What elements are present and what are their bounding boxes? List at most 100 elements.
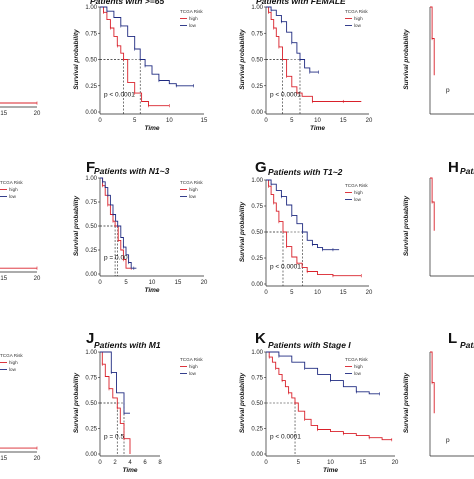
y-tick-label: 0.00: [85, 452, 97, 458]
survival-curve-high: [266, 179, 362, 277]
survival-curve-low: [266, 6, 319, 73]
p-value: p = 0.00: [104, 255, 128, 262]
x-tick-label: 0: [98, 280, 102, 286]
x-tick-label: 15: [175, 280, 182, 286]
panel-C: Patients with FEMALE 0.00 0.25 0.50 0.75 1.00…: [239, 0, 373, 132]
legend-title: TCGA Risk: [180, 180, 203, 185]
survival-curve-high: [100, 351, 131, 454]
panel-title: Patients with >=65: [90, 0, 164, 6]
survival-curve-high: [100, 177, 132, 269]
y-tick-label: 0.50: [85, 224, 97, 230]
p-value: p < 0.0001: [270, 263, 301, 270]
legend-title: TCGA Risk: [345, 183, 368, 188]
p-value: p: [446, 437, 450, 444]
y-tick-label: 1.00: [85, 176, 97, 182]
y-tick-label: 0.00: [85, 272, 97, 278]
x-tick-label: 0: [264, 460, 268, 466]
survival-curve-low: [266, 351, 380, 395]
y-tick-label: 0.50: [251, 401, 263, 407]
survival-curve-high: [266, 6, 362, 102]
survival-curve-low: [100, 351, 130, 414]
x-tick-label: 0: [98, 118, 102, 124]
partial-bottom-left: 15 20 TCGA Risk high low: [0, 353, 41, 462]
panel-G: G Patients with T1~2 0.00 0.25 0.50 0.75 1.00 0…: [239, 159, 373, 296]
x-tick-label: 20: [366, 290, 373, 296]
y-tick-label: 0.25: [85, 84, 97, 90]
x-tick-label: 0: [98, 460, 102, 466]
panel-title: Pati: [460, 340, 474, 350]
panel-title: Patients with M1: [94, 340, 161, 350]
legend-label-low: low: [189, 371, 197, 376]
x-tick-label: 2: [113, 460, 117, 466]
x-tick-label: 6: [143, 460, 147, 466]
x-tick-label: 8: [158, 460, 162, 466]
y-axis-label: Survival probability: [403, 29, 410, 90]
legend-label-high: high: [189, 364, 198, 369]
p-value: p < 0.0001: [270, 91, 301, 98]
x-tick-label: 15: [340, 290, 347, 296]
y-tick-label: 0.00: [251, 110, 263, 116]
y-tick-label: 1.00: [251, 350, 263, 356]
legend-title: TCGA Risk: [180, 357, 203, 362]
x-tick-label: 4: [128, 460, 132, 466]
y-tick-label: 1.00: [251, 178, 263, 184]
legend-title: TCGA Risk: [180, 9, 203, 14]
x-tick-label: 5: [290, 118, 294, 124]
y-tick-label: 0.75: [85, 376, 97, 382]
x-tick-label: 15: [0, 456, 7, 462]
legend-label-low: low: [9, 194, 17, 199]
x-axis-label: Time: [122, 467, 137, 474]
x-axis-label: Time: [144, 287, 159, 294]
x-tick-label: 10: [314, 118, 321, 124]
panel-title: Patien: [460, 166, 474, 176]
x-tick-label: 20: [392, 460, 399, 466]
x-axis-label: Time: [310, 125, 325, 132]
y-tick-label: 0.25: [251, 427, 263, 433]
legend-label-high: high: [189, 187, 198, 192]
p-value: p < 0.0001: [104, 91, 135, 98]
y-tick-label: 0.50: [85, 401, 97, 407]
y-tick-label: 0.75: [251, 376, 263, 382]
y-tick-label: 0.75: [251, 204, 263, 210]
panel-letter: L: [448, 330, 457, 347]
y-axis-label: Survival probability: [73, 195, 80, 256]
y-tick-label: 0.25: [251, 84, 263, 90]
panel-title: Patients with T1~2: [268, 167, 343, 177]
x-tick-label: 5: [124, 280, 128, 286]
x-tick-label: 15: [340, 118, 347, 124]
y-axis-label: Survival probability: [239, 201, 246, 262]
legend-label-high: high: [354, 364, 363, 369]
legend-label-low: low: [354, 371, 362, 376]
legend-label-low: low: [189, 194, 197, 199]
y-tick-label: 0.50: [85, 58, 97, 64]
x-tick-label: 0: [264, 118, 268, 124]
panel-letter: F: [86, 159, 95, 176]
y-tick-label: 0.25: [85, 248, 97, 254]
survival-curve-high: [100, 6, 170, 107]
survival-curve-high: [430, 6, 435, 76]
y-tick-label: 0.25: [85, 427, 97, 433]
x-tick-label: 5: [133, 118, 137, 124]
x-tick-label: 15: [359, 460, 366, 466]
y-axis-label: Survival probability: [403, 195, 410, 256]
legend-title: TCGA Risk: [345, 9, 368, 14]
y-tick-label: 0.00: [85, 110, 97, 116]
y-tick-label: 0.50: [251, 58, 263, 64]
panel-title: Patients with FEMALE: [256, 0, 346, 6]
legend-label-low: low: [354, 197, 362, 202]
partial-top-left: 15 20: [0, 101, 41, 117]
panel-B: Patients with >=65 0.00 0.25 0.50 0.75 1.00 0 5…: [73, 0, 208, 132]
panel-title: Patients with Stage I: [268, 340, 351, 350]
panel-J: J Patients with M1 0.00 0.25 0.50 0.75 1.00 0 2 4…: [73, 330, 203, 474]
legend-label-low: low: [354, 23, 362, 28]
y-tick-label: 1.00: [251, 5, 263, 11]
y-tick-label: 0.50: [251, 230, 263, 236]
legend-label-high: high: [9, 187, 18, 192]
x-tick-label: 0: [264, 290, 268, 296]
x-tick-label: 10: [327, 460, 334, 466]
legend-label-high: high: [9, 360, 18, 365]
x-tick-label: 20: [34, 111, 41, 117]
y-tick-label: 0.00: [251, 282, 263, 288]
